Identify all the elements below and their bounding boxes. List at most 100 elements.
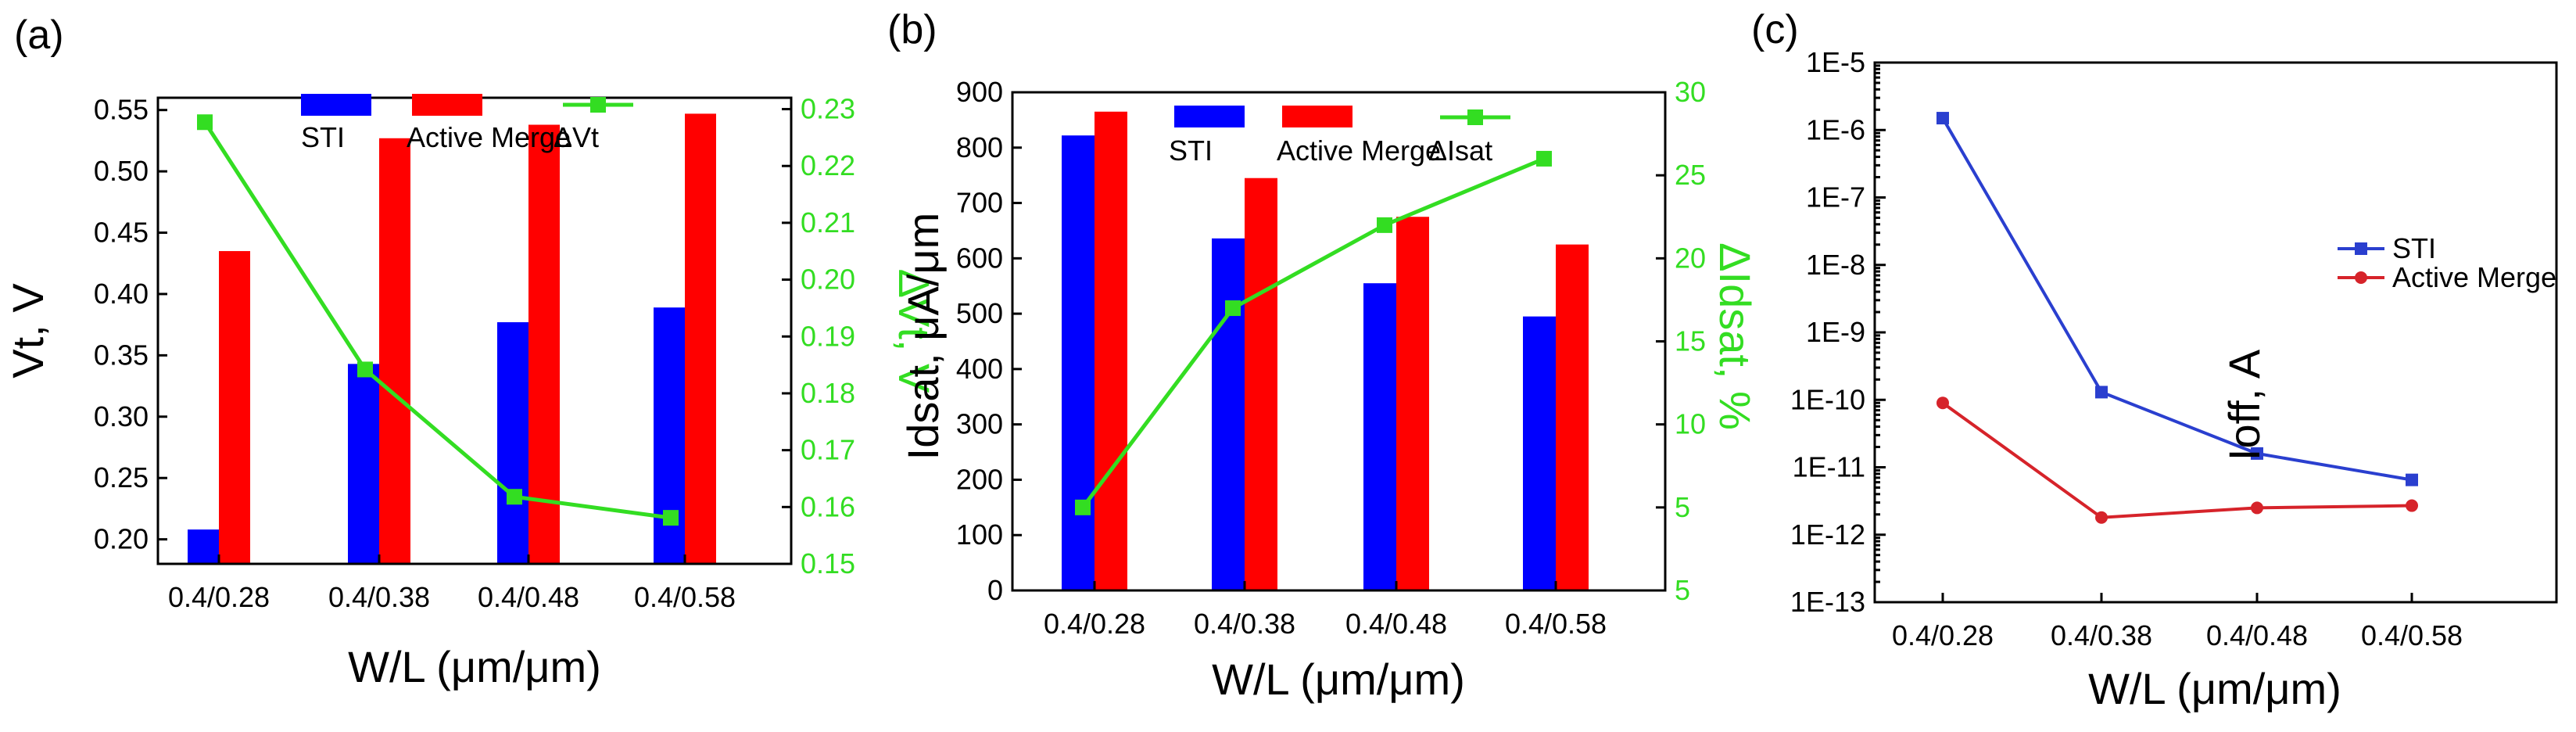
panel-a-y2tick-label: 0.15 bbox=[801, 547, 855, 580]
panel-c-sti-point-0 bbox=[1936, 112, 1949, 125]
panel-c-xlabel: W/L (μm/μm) bbox=[2088, 664, 2341, 713]
panel-b-ytick-label: 300 bbox=[956, 408, 1003, 440]
panel-a-y2tick-label: 0.19 bbox=[801, 320, 855, 352]
panel-a-dvt-point-1 bbox=[357, 361, 373, 378]
panel-c-activemerge-point-3 bbox=[2406, 499, 2418, 512]
panel-c-xtick-label: 0.4/0.28 bbox=[1892, 619, 1994, 651]
bar-b-sti-0 bbox=[1062, 135, 1095, 590]
panel-b-ytick-label: 0 bbox=[987, 574, 1003, 606]
panel-c-frame bbox=[1873, 61, 2558, 604]
panel-c-ytick-label: 1E-6 bbox=[1806, 113, 1865, 145]
panel-b-y2tick-label: 20 bbox=[1675, 242, 1706, 274]
panel-b-legend-am-swatch bbox=[1282, 106, 1352, 127]
panel-a-ytick-label: 0.35 bbox=[94, 339, 149, 371]
bar-b-sti-2 bbox=[1363, 283, 1396, 590]
panel-b: (b) 0 100 200 300 400 500 600 700 800 900 5 5 10 15 20… bbox=[887, 7, 1760, 704]
panel-b-frame bbox=[1011, 91, 1667, 592]
panel-a-ytick-label: 0.40 bbox=[94, 278, 149, 310]
bar-b-activemerge-1 bbox=[1245, 178, 1277, 590]
panel-a-legend-sti-swatch bbox=[301, 94, 371, 116]
panel-c-label: (c) bbox=[1751, 7, 1799, 52]
panel-a-label: (a) bbox=[14, 13, 64, 58]
panel-c-activemerge-point-2 bbox=[2251, 501, 2263, 515]
panel-b-y2tick-label: 10 bbox=[1675, 408, 1706, 440]
panel-c-legend-sti-marker bbox=[2355, 242, 2367, 255]
panel-b-disat-point-0 bbox=[1075, 499, 1091, 515]
panel-b-ytick-label: 800 bbox=[956, 131, 1003, 163]
bar-b-activemerge-0 bbox=[1095, 111, 1127, 590]
bar-a-activemerge-0 bbox=[219, 251, 250, 564]
panel-a-dvt-point-0 bbox=[197, 114, 213, 131]
panel-b-xtick-label: 0.4/0.28 bbox=[1044, 608, 1145, 640]
panel-a-xtick-label: 0.4/0.48 bbox=[478, 581, 579, 613]
bar-b-sti-3 bbox=[1523, 316, 1556, 590]
panel-b-legend-disat-marker bbox=[1467, 109, 1483, 125]
panel-c-ytick-label: 1E-8 bbox=[1806, 249, 1865, 281]
panel-a-xtick-label: 0.4/0.28 bbox=[168, 581, 270, 613]
panel-a-xtick-label: 0.4/0.58 bbox=[634, 581, 736, 613]
panel-c-xtick-label: 0.4/0.58 bbox=[2361, 619, 2463, 651]
panel-a-dvt-line bbox=[202, 120, 672, 520]
panel-c-sti-line bbox=[1941, 117, 2413, 482]
panel-b-y2tick-label: 25 bbox=[1675, 159, 1706, 191]
panel-c-ytick-label: 1E-9 bbox=[1806, 316, 1865, 348]
panel-a-y2label: ΔVt, V bbox=[890, 269, 939, 393]
panel-c-sti-point-2 bbox=[2251, 447, 2263, 460]
panel-c: (c) 1E-13 1E-12 1E-11 1E-10 1E-9 1E-8 1E-7 1E-6… bbox=[1751, 7, 2558, 713]
panel-c-activemerge-point-0 bbox=[1936, 396, 1949, 410]
panel-b-y2tick-label: 5 bbox=[1675, 574, 1690, 606]
panel-a: (a) 0.20 0.25 0.30 0.35 0.40 0.45 0.50 0.55 0.15… bbox=[3, 13, 939, 691]
panel-c-xtick-label: 0.4/0.38 bbox=[2051, 619, 2152, 651]
panel-b-ytick-label: 500 bbox=[956, 297, 1003, 329]
bar-a-sti-0 bbox=[188, 529, 219, 564]
bar-b-activemerge-2 bbox=[1396, 217, 1429, 590]
panel-b-y2tick-label: 15 bbox=[1675, 325, 1706, 357]
panel-b-legend-disat-label: ΔIsat bbox=[1428, 135, 1492, 167]
panel-b-xtick-label: 0.4/0.38 bbox=[1194, 608, 1295, 640]
panel-b-disat-point-1 bbox=[1225, 300, 1241, 317]
panel-a-ylabel: Vt, V bbox=[3, 283, 52, 379]
bar-b-sti-1 bbox=[1212, 238, 1245, 590]
panel-a-legend-am-swatch bbox=[412, 94, 482, 116]
panel-c-ytick-label: 1E-10 bbox=[1790, 383, 1865, 415]
panel-c-activemerge-line bbox=[1941, 401, 2413, 519]
panel-a-y2tick-label: 0.22 bbox=[801, 149, 855, 181]
panel-c-sti-point-3 bbox=[2406, 473, 2418, 486]
panel-a-ytick-label: 0.55 bbox=[94, 94, 149, 126]
panel-c-legend-am-label: Active Merge bbox=[2392, 261, 2556, 293]
panel-a-y2tick-label: 0.17 bbox=[801, 434, 855, 466]
panel-a-y2tick-label: 0.21 bbox=[801, 206, 855, 239]
panel-c-legend-am-marker bbox=[2355, 271, 2367, 284]
panel-a-y2tick-label: 0.18 bbox=[801, 377, 855, 409]
panel-b-legend-sti-label: STI bbox=[1169, 135, 1213, 167]
panel-a-ytick-label: 0.45 bbox=[94, 217, 149, 249]
panel-b-xtick-label: 0.4/0.48 bbox=[1345, 608, 1447, 640]
bar-a-activemerge-3 bbox=[685, 113, 716, 565]
panel-c-ytick-label: 1E-7 bbox=[1806, 181, 1865, 214]
panel-c-activemerge-point-1 bbox=[2095, 511, 2108, 524]
panel-a-ytick-label: 0.25 bbox=[94, 461, 149, 493]
panel-a-ytick-label: 0.50 bbox=[94, 155, 149, 187]
panel-b-ytick-label: 600 bbox=[956, 242, 1003, 274]
panel-b-xlabel: W/L (μm/μm) bbox=[1212, 655, 1465, 704]
panel-b-disat-point-3 bbox=[1536, 150, 1552, 167]
panel-c-ytick-label: 1E-11 bbox=[1793, 451, 1865, 483]
panel-b-ytick-label: 400 bbox=[956, 353, 1003, 385]
panel-a-y2tick-label: 0.16 bbox=[801, 490, 855, 522]
bar-a-activemerge-2 bbox=[528, 124, 560, 565]
panel-b-legend-am-label: Active Merge bbox=[1277, 135, 1441, 167]
panel-b-y2tick-label: 5 bbox=[1675, 491, 1690, 523]
panel-a-ytick-label: 0.30 bbox=[94, 400, 149, 432]
panel-c-ylabel: Ioff, A bbox=[2220, 349, 2269, 461]
panel-a-legend-am-label: Active Merge bbox=[407, 121, 571, 153]
panel-b-disat-line bbox=[1081, 156, 1545, 509]
panel-c-ytick-label: 1E-12 bbox=[1790, 518, 1865, 551]
panel-b-xtick-label: 0.4/0.58 bbox=[1505, 608, 1607, 640]
panel-b-ytick-label: 100 bbox=[956, 518, 1003, 551]
panel-b-disat-point-2 bbox=[1377, 217, 1392, 233]
panel-c-ytick-label: 1E-5 bbox=[1806, 46, 1865, 78]
panel-b-ytick-label: 700 bbox=[956, 187, 1003, 219]
bar-b-activemerge-3 bbox=[1556, 244, 1589, 590]
panel-c-legend-sti-label: STI bbox=[2392, 232, 2436, 264]
